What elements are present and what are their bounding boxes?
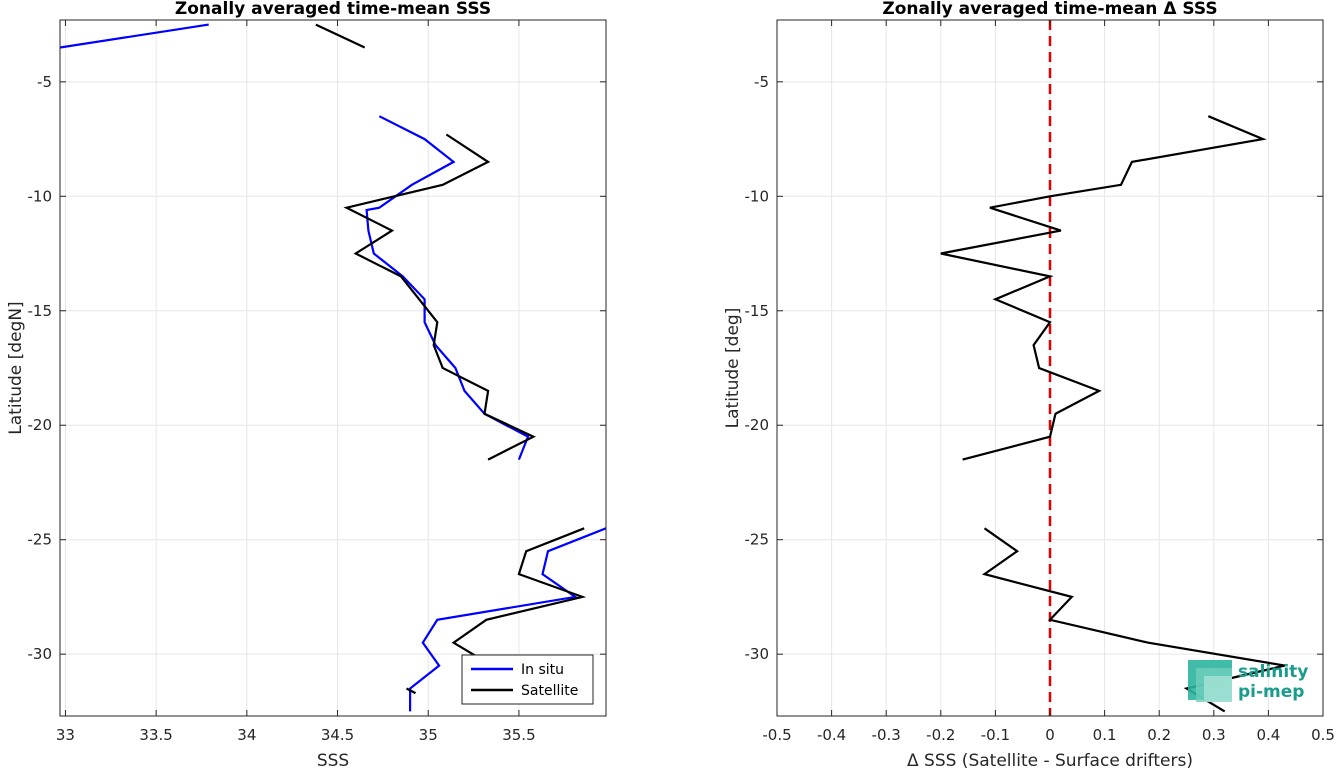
salinity-pi-mep-logo: salinity pi-mep (1188, 660, 1308, 702)
sss-lines (60, 23, 606, 712)
legend-label-satellite: Satellite (521, 683, 578, 699)
legend-box (461, 654, 594, 705)
left-y-tick-label-4: -25 (28, 531, 53, 549)
right-y-tick-label-3: -20 (745, 416, 770, 434)
left-series-0-segment-0 (60, 23, 209, 49)
legend-label-in-situ: In situ (521, 662, 564, 678)
left-x-tick-label-1: 33.5 (139, 726, 172, 744)
right-series-0-segment-0 (940, 115, 1267, 461)
right-x-tick-label-7: 0.2 (1147, 726, 1171, 744)
right-x-tick-label-3: -0.2 (926, 726, 955, 744)
logo-icon (1188, 660, 1232, 702)
delta-sss-x-ticks: -0.5 -0.4 -0.3 -0.2 -0.1 0 0.1 0.2 0.3 0.4 0.5 (762, 20, 1335, 744)
right-x-tick-label-2: -0.3 (872, 726, 901, 744)
left-y-tick-label-3: -20 (28, 416, 53, 434)
delta-sss-chart-title: Zonally averaged time-mean Δ SSS (882, 0, 1217, 19)
left-series-1-segment-0 (315, 23, 366, 49)
right-y-tick-label-5: -30 (745, 645, 770, 663)
right-x-tick-label-9: 0.4 (1256, 726, 1280, 744)
right-x-tick-label-1: -0.4 (817, 726, 846, 744)
right-x-tick-label-0: -0.5 (762, 726, 791, 744)
sss-panel: 33 33.5 34 34.5 35 35.5 -5 -10 -15 -20 -25 -30 Zon… (6, 0, 607, 769)
right-y-tick-label-2: -15 (745, 302, 770, 320)
delta-sss-panel: -0.5 -0.4 -0.3 -0.2 -0.1 0 0.1 0.2 0.3 0.4 0.5 -5-… (723, 0, 1335, 769)
right-x-tick-label-10: 0.5 (1311, 726, 1335, 744)
logo-text-salinity: salinity (1238, 662, 1308, 682)
left-y-tick-label-5: -30 (28, 645, 53, 663)
delta-sss-y-ticks: -5 -10 -15 -20 -25 -30 (745, 73, 1323, 663)
left-series-1-segment-2 (451, 527, 587, 665)
sss-plot-area (60, 20, 606, 716)
sss-y-axis-label: Latitude [degN] (6, 301, 26, 434)
right-y-tick-label-1: -10 (745, 187, 770, 205)
left-x-tick-label-5: 35.5 (502, 726, 535, 744)
sss-x-axis-label: SSS (317, 751, 349, 769)
left-y-tick-label-0: -5 (37, 73, 52, 91)
right-x-tick-label-5: 0 (1045, 726, 1055, 744)
right-y-tick-label-4: -25 (745, 531, 770, 549)
sss-axes-box (59, 19, 607, 717)
left-y-tick-label-2: -15 (28, 302, 53, 320)
delta-sss-y-axis-label: Latitude [deg] (723, 308, 743, 429)
left-series-0-segment-2 (409, 527, 606, 712)
delta-sss-x-axis-label: Δ SSS (Satellite - Surface drifters) (907, 751, 1193, 769)
logo-text-pi-mep: pi-mep (1238, 682, 1304, 702)
right-x-tick-label-6: 0.1 (1093, 726, 1117, 744)
left-x-tick-label-2: 34 (237, 726, 256, 744)
legend: In situ Satellite (461, 654, 594, 705)
sss-y-ticks: -5 -10 -15 -20 -25 -30 (28, 73, 606, 663)
right-x-tick-label-8: 0.3 (1202, 726, 1226, 744)
sss-grid (60, 20, 606, 716)
left-x-tick-label-0: 33 (56, 726, 75, 744)
left-x-tick-label-4: 35 (419, 726, 438, 744)
right-y-tick-label-0: -5 (754, 73, 769, 91)
left-series-1-segment-3 (405, 687, 417, 695)
left-series-0-segment-1 (365, 115, 530, 461)
sss-chart-title: Zonally averaged time-mean SSS (175, 0, 491, 19)
sss-x-ticks: 33 33.5 34 34.5 35 35.5 (56, 20, 536, 744)
left-x-tick-label-3: 34.5 (321, 726, 354, 744)
left-y-tick-label-1: -10 (28, 187, 53, 205)
left-series-1-segment-1 (343, 133, 536, 461)
right-x-tick-label-4: -0.1 (981, 726, 1010, 744)
